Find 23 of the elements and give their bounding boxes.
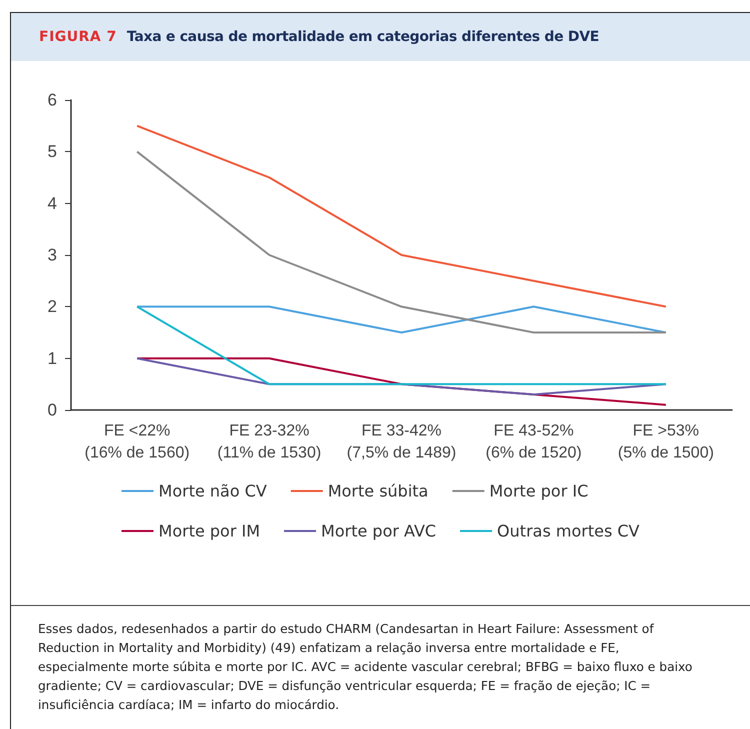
- y-tick-label: 1: [48, 348, 57, 368]
- legend-label: Morte por AVC: [321, 522, 436, 540]
- line-series: [136, 124, 667, 308]
- y-tick-label: 2: [48, 297, 57, 316]
- y-tick-label: 5: [48, 142, 57, 162]
- chart-subtitle: Taxa e causa de mortalidade em categorias diferentes de DVE: [126, 29, 600, 45]
- y-tick-label: 4: [48, 194, 57, 213]
- legend-label: Morte não CV: [158, 482, 267, 500]
- y-tick-label: 0: [48, 400, 57, 420]
- x-tick-label: FE 33-42% (7,5% de 1489): [346, 422, 456, 462]
- legend-label: Morte súbita: [328, 482, 428, 500]
- y-tick-label: 6: [48, 90, 57, 110]
- chart-title: FIGURA 7: [39, 29, 117, 45]
- legend-label: Morte por IM: [158, 522, 260, 540]
- x-tick-label: FE <22% (16% de 1560): [84, 422, 190, 462]
- line-series: [136, 150, 667, 334]
- x-tick-label: FE 43-52% (6% de 1520): [486, 422, 582, 462]
- legend-label: Outras mortes CV: [497, 522, 640, 540]
- y-tick-label: 3: [48, 246, 57, 264]
- text: Esses dados, redesenhados a partir do estudo CHARM (Candesartan in Heart Failure: Assessment of Reduction in Mortality and Morbidity) (49) enfatizam a relação inversa entre mortalidade e FE, especialmente morte súbita e morte por IC. AVC = acidente vascular cerebral; BFBG = baixo fluxo e baixo gradiente; CV = cardiovascular; DVE = disfunção ventricular esquerda; FE = fração de ejeção; IC = insuficiência cardíaca; IM = infarto do miocárdio.: [38, 621, 694, 714]
- x-tick-label: FE >53% (5% de 1500): [618, 422, 714, 462]
- x-tick-label: FE 23-32% (11% de 1530): [217, 422, 322, 462]
- legend-label: Morte por IC: [489, 482, 588, 500]
